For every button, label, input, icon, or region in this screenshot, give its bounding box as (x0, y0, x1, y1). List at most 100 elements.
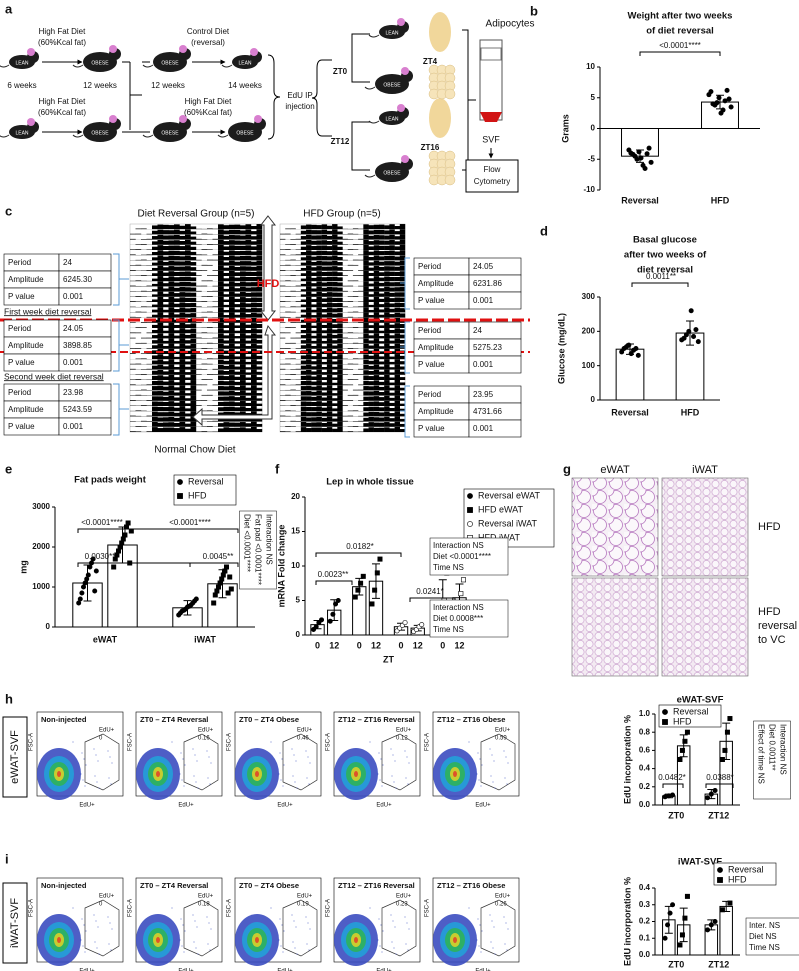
activity-bar (212, 285, 219, 287)
activity-bar (332, 428, 338, 432)
activity-bar (332, 413, 338, 417)
activity-bar (394, 416, 400, 422)
activity-bar (378, 261, 385, 266)
activity-bar (130, 238, 136, 240)
activity-bar (174, 271, 180, 276)
legend-label: Reversal eWAT (478, 490, 541, 500)
activity-bar (311, 366, 317, 370)
link-bracket (113, 253, 129, 306)
activity-bar (363, 375, 369, 380)
activity-bar (373, 328, 380, 334)
activity-bar (306, 229, 312, 235)
stats-line: Fat pad <0.0001**** (253, 514, 262, 585)
activity-bar (196, 405, 202, 406)
mouse-tail (217, 134, 229, 138)
table-cell (58, 287, 112, 306)
activity-bar (152, 246, 158, 250)
activity-bar (295, 301, 302, 302)
activity-bar (163, 309, 169, 313)
activity-bar (245, 240, 252, 245)
mouse-tail (368, 120, 380, 124)
activity-bar (311, 330, 317, 334)
significance-label: 0.0482* (658, 773, 686, 782)
activity-bar (157, 281, 164, 287)
legend-box (173, 474, 237, 506)
activity-bar (256, 429, 263, 432)
event (504, 777, 506, 779)
activity-bar (256, 361, 263, 365)
activity-bar (229, 286, 235, 292)
activity-bar (130, 337, 136, 339)
activity-bar (384, 235, 390, 240)
activity-bar (295, 306, 302, 308)
activity-bar (135, 327, 142, 328)
label: High Fat Diet (185, 97, 232, 106)
activity-bar (368, 335, 374, 339)
event (82, 779, 84, 781)
activity-bar (280, 384, 286, 386)
activity-bar (157, 364, 164, 370)
density (255, 771, 259, 777)
activity-bar (399, 355, 406, 360)
activity-bar (229, 240, 235, 245)
activity-bar (326, 235, 333, 240)
activity-bar (347, 379, 354, 380)
activity-bar (311, 283, 317, 287)
activity-bar (321, 314, 328, 318)
event (476, 773, 478, 775)
data-point (716, 95, 722, 101)
activity-bar (218, 380, 224, 386)
activity-bar (368, 230, 374, 235)
activity-bar (363, 255, 369, 261)
activity-bar (130, 270, 136, 271)
activity-bar (394, 385, 400, 391)
significance-label: 0.0023** (318, 570, 349, 579)
activity-bar (347, 249, 354, 250)
activity-bar (378, 356, 385, 360)
activity-bar (168, 422, 175, 427)
significance-bracket (315, 580, 353, 585)
activity-bar (290, 374, 296, 375)
activity-bar (285, 379, 291, 380)
activity-bar (389, 229, 395, 235)
activity-bar (300, 370, 307, 375)
table-label: Period (418, 326, 441, 335)
activity-bar (363, 328, 369, 334)
activity-bar (290, 254, 296, 256)
activity-bar (321, 417, 328, 422)
activity-bar (212, 384, 219, 386)
activity-bar (332, 229, 338, 235)
activity-bar (163, 422, 169, 427)
x-axis-label: ZT (383, 654, 394, 664)
data-point (628, 351, 634, 357)
activity-bar (223, 309, 230, 313)
activity-bar (223, 386, 230, 391)
y-tick-label: 10 (291, 561, 300, 570)
activity-bar (394, 338, 400, 344)
activity-bar (130, 384, 136, 386)
activity-bar (321, 261, 328, 266)
activity-bar (245, 392, 252, 396)
activity-bar (152, 225, 158, 230)
activity-bar (196, 270, 202, 271)
activity-bar (295, 405, 302, 406)
event (192, 914, 194, 916)
activity-bar (389, 329, 395, 334)
activity-bar (316, 385, 322, 391)
activity-bar (300, 299, 307, 302)
activity-bar (368, 386, 374, 391)
activity-bar (212, 306, 219, 308)
activity-bar (378, 320, 385, 323)
activity-bar (378, 386, 385, 391)
activity-bar (256, 292, 263, 297)
activity-bar (363, 229, 369, 235)
activity-bar (174, 224, 180, 230)
activity-bar (218, 307, 224, 313)
activity-bar (240, 230, 246, 235)
activity-bar (185, 356, 191, 360)
activity-bar (389, 367, 395, 370)
activity-bar (326, 333, 333, 339)
activity-bar (321, 293, 328, 297)
activity-bar (141, 244, 147, 245)
